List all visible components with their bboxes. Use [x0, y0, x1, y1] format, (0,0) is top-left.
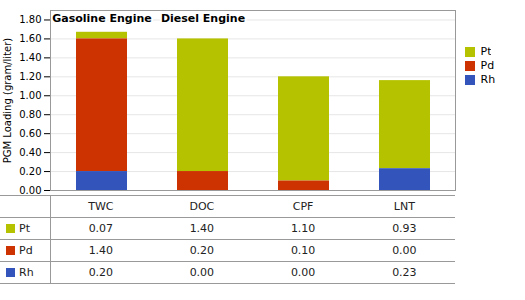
html-text:TWC: TWC — [88, 200, 114, 213]
html-text:1.10: 1.10 — [290, 222, 316, 235]
html-text:0.23: 0.23 — [392, 266, 417, 279]
html-text:1.40: 1.40 — [189, 222, 215, 235]
html-text:Rh: Rh — [480, 73, 496, 86]
svg-text:1.40: 1.40 — [19, 52, 41, 63]
svg-text:1.80: 1.80 — [19, 14, 41, 25]
svg-text:Gasoline Engine: Gasoline Engine — [52, 12, 152, 25]
svg-text:0.20: 0.20 — [19, 166, 41, 177]
svg-text:Diesel Engine: Diesel Engine — [161, 12, 245, 25]
html-text:0.20: 0.20 — [189, 244, 215, 257]
html-text:1.40: 1.40 — [88, 244, 114, 257]
html-text:0.00: 0.00 — [189, 266, 215, 279]
svg-text:0.80: 0.80 — [19, 109, 41, 120]
html-text:Rh: Rh — [19, 266, 34, 279]
html-text:0.10: 0.10 — [290, 244, 316, 257]
html-text:Pt: Pt — [19, 222, 30, 235]
svg-text:1.00: 1.00 — [19, 90, 41, 101]
html-text:LNT: LNT — [393, 200, 415, 213]
html-text:CPF: CPF — [292, 200, 314, 213]
html-text:0.07: 0.07 — [88, 222, 114, 235]
html-text:0.00: 0.00 — [290, 266, 316, 279]
svg-text:1.20: 1.20 — [19, 71, 41, 82]
html-text:0.93: 0.93 — [392, 222, 417, 235]
html-text:Pt: Pt — [480, 45, 492, 58]
html-text:DOC: DOC — [189, 200, 215, 213]
svg-text:0.00: 0.00 — [19, 185, 41, 195]
svg-text:PGM Loading (gram/liter): PGM Loading (gram/liter) — [2, 38, 13, 164]
svg-text:1.60: 1.60 — [19, 33, 41, 44]
svg-text:0.60: 0.60 — [19, 128, 41, 139]
html-text:Pd: Pd — [19, 244, 33, 257]
html-text:Pd: Pd — [480, 59, 495, 72]
html-text:0.00: 0.00 — [392, 244, 417, 257]
svg-text:0.40: 0.40 — [19, 147, 41, 158]
html-text:0.20: 0.20 — [88, 266, 114, 279]
